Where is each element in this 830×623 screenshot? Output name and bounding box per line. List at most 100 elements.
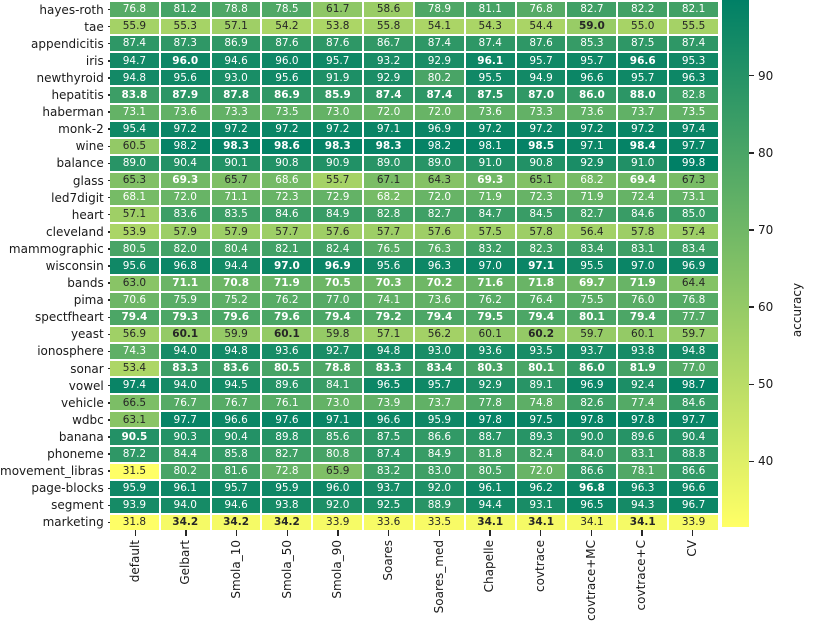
heatmap-cell: 89.0 bbox=[364, 155, 413, 171]
heatmap-cell: 34.2 bbox=[262, 514, 312, 530]
heatmap-cell: 54.2 bbox=[262, 19, 312, 35]
heatmap-cell: 94.6 bbox=[211, 497, 261, 513]
heatmap-cell: 87.6 bbox=[313, 36, 363, 52]
heatmap-cell: 59.7 bbox=[669, 326, 718, 342]
heatmap-cell: 94.7 bbox=[110, 53, 159, 69]
heatmap-cell: 96.3 bbox=[669, 70, 718, 86]
row-label-text: haberman bbox=[42, 105, 104, 120]
heatmap-cell: 55.9 bbox=[110, 19, 159, 35]
x-axis-labels: default Gelbart Smola_10 Smola_50 Smola_90 So… bbox=[110, 540, 718, 622]
heatmap-cell: 83.4 bbox=[567, 241, 617, 257]
heatmap-cell: 97.4 bbox=[669, 121, 718, 137]
heatmap-cell: 93.5 bbox=[516, 343, 566, 360]
heatmap-cell: 73.1 bbox=[669, 190, 718, 206]
x-tick bbox=[211, 530, 262, 537]
heatmap-cell: 88.7 bbox=[465, 429, 515, 445]
row-label-text: glass bbox=[72, 173, 104, 188]
row-label: balance bbox=[0, 156, 114, 171]
heatmap-cell: 72.0 bbox=[516, 463, 566, 479]
heatmap-cell: 70.5 bbox=[313, 275, 363, 291]
row-label: vehicle bbox=[0, 395, 114, 410]
heatmap-cell: 97.2 bbox=[465, 121, 515, 137]
heatmap-cell: 82.0 bbox=[160, 241, 210, 257]
row-label-text: banana bbox=[58, 429, 104, 444]
heatmap-cell: 97.1 bbox=[364, 121, 413, 137]
x-tick-mark bbox=[489, 530, 491, 536]
heatmap-cell: 96.0 bbox=[262, 53, 312, 69]
heatmap-cell: 96.6 bbox=[669, 480, 718, 496]
heatmap-cell: 76.0 bbox=[618, 292, 668, 308]
heatmap-cell: 79.2 bbox=[364, 309, 413, 325]
heatmap-cell: 65.7 bbox=[211, 172, 261, 189]
column-label-box: Smola_90 bbox=[313, 540, 364, 622]
row-label: ionosphere bbox=[0, 344, 114, 359]
row-label-text: appendicitis bbox=[30, 36, 104, 51]
heatmap-cell: 80.4 bbox=[211, 241, 261, 257]
heatmap-cell: 85.0 bbox=[669, 207, 718, 223]
heatmap-cell: 94.3 bbox=[618, 497, 668, 513]
heatmap-cell: 97.0 bbox=[262, 258, 312, 274]
heatmap-cell: 77.0 bbox=[313, 292, 363, 308]
heatmap-cell: 86.6 bbox=[669, 463, 718, 479]
heatmap-cell: 80.5 bbox=[110, 241, 159, 257]
heatmap-cell: 57.5 bbox=[465, 224, 515, 240]
heatmap-cell: 33.6 bbox=[364, 514, 413, 530]
heatmap-cell: 98.5 bbox=[516, 138, 566, 154]
colorbar-tick-label: 50 bbox=[758, 377, 774, 392]
heatmap-cell: 70.3 bbox=[364, 275, 413, 291]
column-label-box: covtrace bbox=[515, 540, 566, 622]
heatmap-cell: 68.1 bbox=[110, 190, 159, 206]
heatmap-cell: 97.1 bbox=[313, 412, 363, 428]
x-tick-mark bbox=[438, 530, 441, 536]
heatmap-cell: 79.4 bbox=[516, 309, 566, 325]
colorbar-tick-mark bbox=[749, 229, 754, 231]
heatmap-cell: 73.6 bbox=[160, 104, 210, 120]
row-label-text: tae bbox=[84, 19, 104, 34]
heatmap-cell: 60.5 bbox=[110, 138, 159, 154]
heatmap-cell: 90.8 bbox=[516, 155, 566, 171]
heatmap-cell: 70.2 bbox=[414, 275, 464, 291]
heatmap-cell: 96.6 bbox=[567, 70, 617, 86]
heatmap-cell: 82.1 bbox=[262, 241, 312, 257]
row-label-text: movement_libras bbox=[0, 464, 104, 479]
row-label-text: segment bbox=[51, 498, 104, 513]
colorbar-tick-mark bbox=[749, 383, 754, 385]
heatmap-cell: 83.5 bbox=[211, 207, 261, 223]
heatmap-cell: 71.9 bbox=[262, 275, 312, 291]
heatmap-cell: 73.5 bbox=[262, 104, 312, 120]
heatmap-cell: 87.5 bbox=[618, 36, 668, 52]
row-label: sonar bbox=[0, 361, 114, 376]
heatmap-cell: 76.5 bbox=[364, 241, 413, 257]
row-label-text: vowel bbox=[68, 378, 104, 393]
heatmap-cell: 98.2 bbox=[414, 138, 464, 154]
heatmap-cell: 85.8 bbox=[211, 446, 261, 462]
x-tick-mark bbox=[235, 530, 238, 536]
heatmap-cell: 92.5 bbox=[364, 497, 413, 513]
heatmap-cell: 93.0 bbox=[414, 343, 464, 360]
heatmap-cell: 73.5 bbox=[669, 104, 718, 120]
heatmap-cell: 95.7 bbox=[618, 70, 668, 86]
heatmap-cell: 76.3 bbox=[414, 241, 464, 257]
row-label-text: monk-2 bbox=[58, 122, 104, 137]
row-label-text: balance bbox=[56, 156, 104, 171]
heatmap-cell: 96.0 bbox=[313, 480, 363, 496]
heatmap-cell: 73.7 bbox=[618, 104, 668, 120]
heatmap-cell: 95.7 bbox=[211, 480, 261, 496]
column-label: Smola_50 bbox=[279, 540, 294, 599]
heatmap-cell: 76.7 bbox=[160, 395, 210, 411]
heatmap-cell: 66.5 bbox=[110, 395, 159, 411]
heatmap-cell: 84.4 bbox=[160, 446, 210, 462]
heatmap-cell: 63.0 bbox=[110, 275, 159, 291]
column-label-box: Soares_med bbox=[414, 540, 465, 622]
row-label-text: sonar bbox=[70, 361, 104, 376]
heatmap-cell: 92.9 bbox=[414, 53, 464, 69]
row-label: vowel bbox=[0, 378, 114, 393]
row-label-text: phoneme bbox=[47, 447, 104, 462]
heatmap-cell: 96.1 bbox=[465, 53, 515, 69]
heatmap-cell: 86.6 bbox=[567, 463, 617, 479]
row-label-text: page-blocks bbox=[31, 481, 104, 496]
heatmap-cell: 75.5 bbox=[567, 292, 617, 308]
x-tick bbox=[363, 530, 414, 537]
heatmap-cell: 87.4 bbox=[364, 87, 413, 103]
heatmap-cell: 68.2 bbox=[364, 190, 413, 206]
